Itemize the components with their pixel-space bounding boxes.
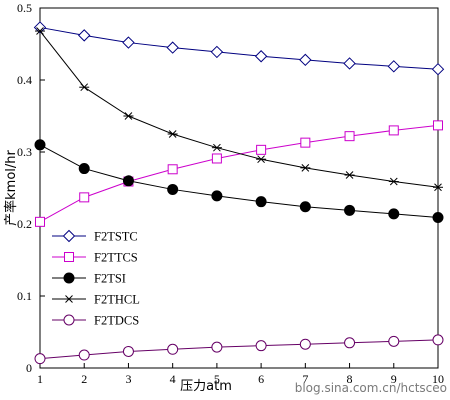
data-point-f2tdcs <box>34 353 46 365</box>
x-tick-label: 4 <box>170 372 176 386</box>
data-point-f2tdcs <box>122 345 134 357</box>
data-point-f2tstc <box>343 57 356 70</box>
legend-marker <box>63 272 75 284</box>
legend-item-f2tsi: F2TSI <box>52 272 126 286</box>
data-point-f2tsi <box>167 183 179 195</box>
data-point-f2thcl <box>388 177 399 186</box>
series-layer <box>33 21 445 365</box>
x-axis-title: 压力atm <box>180 379 232 394</box>
x-tick-label: 2 <box>81 372 87 386</box>
legend-item-f2thcl: F2THCL <box>52 293 140 307</box>
legend-label: F2TTCS <box>94 251 138 265</box>
series-f2tdcs <box>34 334 444 365</box>
series-line-f2tsi <box>39 144 439 219</box>
data-point-f2tsi <box>34 139 46 151</box>
series-line-f2ttcs <box>39 124 439 223</box>
x-tick-label: 8 <box>347 372 353 386</box>
series-line-f2thcl <box>39 30 439 188</box>
y-tick-label: 0.2 <box>17 217 32 231</box>
data-point-f2tdcs <box>78 349 90 361</box>
data-point-f2tdcs <box>167 343 179 355</box>
legend-label: F2TSI <box>94 272 126 286</box>
data-point-f2tdcs <box>432 334 444 346</box>
legend-item-f2ttcs: F2TTCS <box>52 251 138 265</box>
axis-ticks: 1 2 3 4 5 6 7 8 9 10 0 0.1 0.2 0.3 0.4 0.5 <box>17 1 444 386</box>
data-point-f2ttcs <box>167 164 178 175</box>
legend: F2TSTC F2TTCS F2TSI F2THCL F2TDCS <box>52 230 140 328</box>
data-point-f2tstc <box>210 45 224 59</box>
data-point-f2ttcs <box>388 125 399 136</box>
legend-label: F2TDCS <box>94 314 139 328</box>
plot-frame <box>39 7 439 369</box>
data-point-f2ttcs <box>433 120 443 131</box>
x-tick-label: 6 <box>258 372 264 386</box>
data-point-f2tsi <box>255 196 267 208</box>
legend-marker <box>62 229 76 243</box>
data-point-f2tstc <box>431 62 445 76</box>
data-point-f2tstc <box>254 50 268 63</box>
x-tick-label: 10 <box>432 372 444 386</box>
y-tick-label: 0 <box>26 361 32 375</box>
data-point-f2tsi <box>388 208 400 220</box>
data-point-f2thcl <box>79 83 90 92</box>
x-tick-label: 3 <box>125 372 131 386</box>
data-point-f2thcl <box>211 143 222 152</box>
x-tick-label: 5 <box>214 372 220 386</box>
data-point-f2tsi <box>432 212 444 224</box>
data-point-f2tdcs <box>299 338 311 350</box>
series-f2ttcs <box>35 120 443 227</box>
data-point-f2thcl <box>300 163 311 172</box>
y-tick-label: 0.1 <box>17 289 32 303</box>
data-point-f2thcl <box>433 183 443 192</box>
series-line-f2tstc <box>39 26 439 70</box>
data-point-f2ttcs <box>300 137 311 148</box>
data-point-f2thcl <box>256 155 267 164</box>
data-point-f2ttcs <box>211 153 222 164</box>
data-point-f2tsi <box>211 190 223 202</box>
legend-label: F2THCL <box>94 293 140 307</box>
x-tick-label: 9 <box>391 372 397 386</box>
legend-label: F2TSTC <box>94 230 138 244</box>
y-tick-label: 0.5 <box>17 1 32 15</box>
series-f2tstc <box>33 21 445 76</box>
series-f2thcl <box>35 27 443 192</box>
plot-area <box>39 7 439 369</box>
data-point-f2tdcs <box>255 340 267 352</box>
data-point-f2thcl <box>123 112 134 120</box>
data-point-f2tdcs <box>388 335 400 347</box>
data-point-f2tstc <box>166 41 179 54</box>
legend-item-f2tstc: F2TSTC <box>52 230 138 244</box>
x-tick-label: 1 <box>37 372 43 386</box>
legend-marker <box>64 295 74 303</box>
data-point-f2ttcs <box>79 192 90 203</box>
data-point-f2ttcs <box>35 216 45 227</box>
data-point-f2tsi <box>299 201 311 213</box>
watermark-text: blog.sina.com.cn/hctsceo <box>295 381 447 395</box>
data-point-f2tstc <box>299 53 312 67</box>
data-point-f2thcl <box>344 171 355 179</box>
legend-marker <box>63 314 75 326</box>
legend-item-f2tdcs: F2TDCS <box>52 314 139 328</box>
data-point-f2tstc <box>78 29 91 42</box>
data-point-f2tsi <box>122 175 134 187</box>
data-point-f2tdcs <box>211 341 223 353</box>
data-point-f2thcl <box>35 27 45 35</box>
data-point-f2tdcs <box>344 337 356 349</box>
data-point-f2tstc <box>387 60 400 73</box>
y-tick-label: 0.4 <box>17 73 32 87</box>
legend-marker <box>64 252 74 262</box>
data-point-f2ttcs <box>344 131 355 142</box>
series-f2tsi <box>34 139 444 224</box>
x-tick-label: 7 <box>302 372 308 386</box>
y-axis-title: 产率kmol/hr <box>3 149 19 225</box>
data-point-f2thcl <box>167 130 178 138</box>
data-point-f2tstc <box>122 36 135 49</box>
data-point-f2ttcs <box>256 144 267 155</box>
y-tick-label: 0.3 <box>17 145 32 159</box>
data-point-f2tstc <box>33 21 47 34</box>
series-line-f2tdcs <box>39 339 439 360</box>
data-point-f2tsi <box>78 163 90 175</box>
data-point-f2tsi <box>344 204 356 216</box>
